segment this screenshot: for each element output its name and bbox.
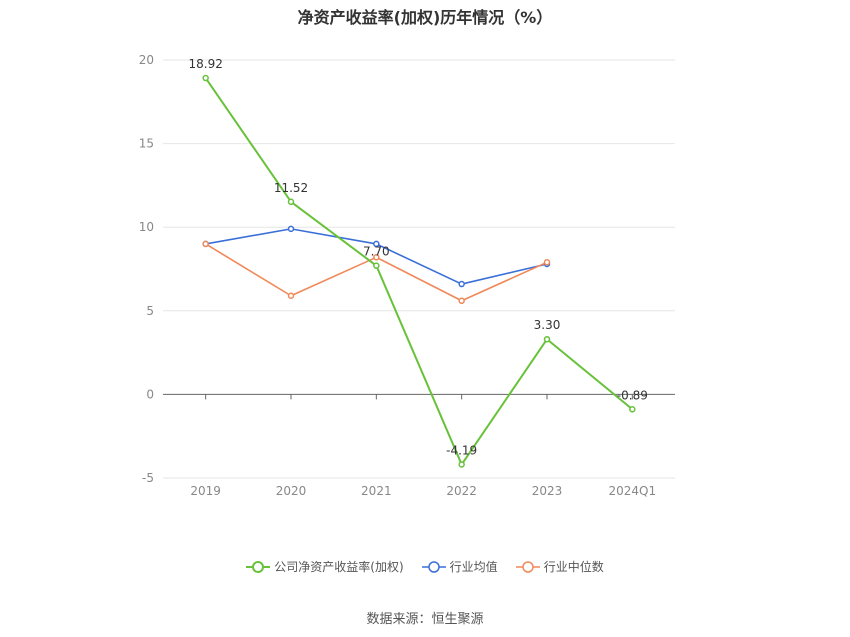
series-industry-median-point[interactable] — [373, 254, 380, 261]
chart-title: 净资产收益率(加权)历年情况（%） — [297, 8, 553, 27]
legend-item-industry-median[interactable]: 行业中位数 — [515, 558, 604, 575]
legend: 公司净资产收益率(加权) 行业均值 行业中位数 — [0, 558, 850, 575]
x-tick-label: 2023 — [532, 484, 563, 498]
data-label: -4.19 — [446, 443, 477, 457]
gridlines — [163, 59, 675, 479]
data-label: 18.92 — [188, 57, 222, 71]
series-company-roe-point[interactable] — [629, 406, 636, 413]
y-tick-label: 10 — [139, 220, 154, 234]
data-label: -0.89 — [617, 388, 648, 402]
series-company-roe-point[interactable] — [458, 461, 465, 468]
legend-label-company: 公司净资产收益率(加权) — [274, 560, 404, 574]
series-industry-mean-point[interactable] — [373, 240, 380, 248]
series-company-roe-point[interactable] — [202, 74, 209, 82]
data-label: 11.52 — [274, 181, 308, 195]
series-industry-median-point[interactable] — [202, 240, 209, 248]
y-tick-label: -5 — [142, 471, 154, 485]
legend-label-industry-mean: 行业均值 — [449, 560, 498, 574]
legend-item-company[interactable]: 公司净资产收益率(加权) — [246, 558, 404, 575]
series-company-roe-point[interactable] — [373, 262, 380, 269]
series-company-roe-point[interactable] — [287, 198, 295, 206]
series-industry-median-point[interactable] — [287, 292, 295, 300]
series-industry-median-point[interactable] — [543, 259, 551, 266]
legend-marker-industry-mean — [421, 560, 446, 573]
series-industry-median-point[interactable] — [458, 297, 465, 305]
y-tick-label: 5 — [146, 304, 154, 318]
x-tick-label: 2021 — [361, 484, 392, 498]
axes: -5 0 5 10 15 20 2019 2020 2021 2022 2023 2024Q1 — [139, 53, 675, 498]
x-tick-label: 2024Q1 — [609, 484, 657, 498]
series-company-roe-point[interactable] — [543, 335, 551, 343]
data-source: 数据来源：恒生聚源 — [366, 612, 484, 627]
y-tick-label: 0 — [146, 387, 154, 401]
data-labels: 18.92 11.52 7.70 -4.19 3.30 -0.89 — [188, 57, 647, 457]
x-tick-label: 2019 — [190, 484, 221, 498]
legend-marker-industry-median — [515, 560, 540, 573]
series-company-roe-line — [204, 77, 633, 466]
series-lines — [202, 74, 636, 468]
x-tick-label: 2022 — [446, 484, 477, 498]
legend-marker-company — [246, 560, 271, 573]
series-industry-mean-point[interactable] — [458, 280, 465, 288]
y-tick-label: 20 — [139, 53, 154, 67]
series-industry-mean-point[interactable] — [287, 225, 295, 233]
legend-label-industry-median: 行业中位数 — [543, 560, 604, 574]
legend-item-industry-mean[interactable]: 行业均值 — [421, 558, 498, 575]
y-tick-label: 15 — [139, 137, 154, 151]
data-label: 7.70 — [363, 245, 390, 259]
x-tick-label: 2020 — [276, 484, 307, 498]
data-label: 3.30 — [534, 318, 561, 332]
